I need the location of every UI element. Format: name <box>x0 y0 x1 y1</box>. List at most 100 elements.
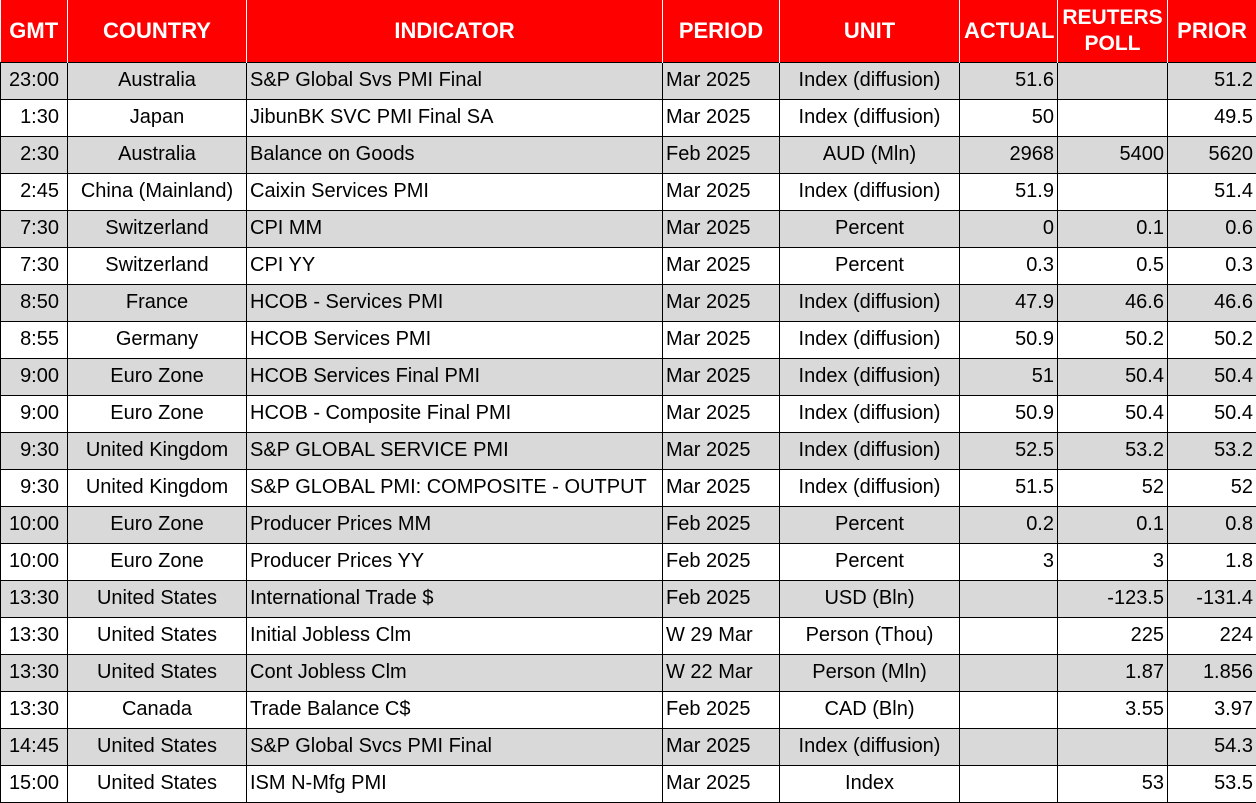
header-prior: PRIOR <box>1168 0 1256 62</box>
cell-indicator: Initial Jobless Clm <box>247 617 663 654</box>
cell-indicator: HCOB - Composite Final PMI <box>247 395 663 432</box>
cell-actual: 52.5 <box>960 432 1058 469</box>
cell-period: Mar 2025 <box>663 284 780 321</box>
cell-actual <box>960 654 1058 691</box>
header-reuters-poll: REUTERS POLL <box>1058 0 1168 62</box>
cell-period: Mar 2025 <box>663 395 780 432</box>
cell-reuters-poll: 1.87 <box>1058 654 1168 691</box>
cell-unit: Index (diffusion) <box>780 432 960 469</box>
cell-country: Australia <box>68 136 247 173</box>
cell-gmt: 7:30 <box>1 247 68 284</box>
cell-country: United States <box>68 617 247 654</box>
cell-reuters-poll: 3.55 <box>1058 691 1168 728</box>
cell-reuters-poll: 5400 <box>1058 136 1168 173</box>
cell-reuters-poll: 0.1 <box>1058 506 1168 543</box>
cell-gmt: 2:30 <box>1 136 68 173</box>
cell-gmt: 13:30 <box>1 617 68 654</box>
cell-prior: 52 <box>1168 469 1256 506</box>
cell-actual: 47.9 <box>960 284 1058 321</box>
cell-actual: 51.5 <box>960 469 1058 506</box>
header-row: GMT COUNTRY INDICATOR PERIOD UNIT ACTUAL… <box>1 0 1256 62</box>
cell-indicator: CPI MM <box>247 210 663 247</box>
cell-country: Euro Zone <box>68 506 247 543</box>
cell-reuters-poll: 53 <box>1058 765 1168 802</box>
cell-period: Mar 2025 <box>663 247 780 284</box>
cell-prior: 50.2 <box>1168 321 1256 358</box>
cell-period: Mar 2025 <box>663 765 780 802</box>
cell-unit: Percent <box>780 506 960 543</box>
cell-indicator: International Trade $ <box>247 580 663 617</box>
cell-actual <box>960 728 1058 765</box>
cell-indicator: S&P Global Svcs PMI Final <box>247 728 663 765</box>
cell-actual: 50 <box>960 99 1058 136</box>
cell-prior: 51.4 <box>1168 173 1256 210</box>
cell-reuters-poll: -123.5 <box>1058 580 1168 617</box>
cell-gmt: 10:00 <box>1 543 68 580</box>
cell-actual: 0.2 <box>960 506 1058 543</box>
cell-gmt: 9:30 <box>1 432 68 469</box>
cell-gmt: 9:00 <box>1 395 68 432</box>
cell-unit: Percent <box>780 247 960 284</box>
cell-country: Switzerland <box>68 210 247 247</box>
cell-indicator: CPI YY <box>247 247 663 284</box>
cell-indicator: ISM N-Mfg PMI <box>247 765 663 802</box>
cell-gmt: 8:55 <box>1 321 68 358</box>
header-actual: ACTUAL <box>960 0 1058 62</box>
cell-unit: Person (Mln) <box>780 654 960 691</box>
cell-prior: 0.6 <box>1168 210 1256 247</box>
cell-reuters-poll: 3 <box>1058 543 1168 580</box>
header-period: PERIOD <box>663 0 780 62</box>
cell-prior: 53.5 <box>1168 765 1256 802</box>
cell-actual <box>960 765 1058 802</box>
cell-period: W 29 Mar <box>663 617 780 654</box>
cell-reuters-poll: 46.6 <box>1058 284 1168 321</box>
cell-unit: Index (diffusion) <box>780 99 960 136</box>
cell-country: Australia <box>68 62 247 99</box>
cell-unit: Percent <box>780 210 960 247</box>
cell-reuters-poll: 50.2 <box>1058 321 1168 358</box>
cell-gmt: 13:30 <box>1 691 68 728</box>
cell-period: Feb 2025 <box>663 506 780 543</box>
cell-actual: 51.6 <box>960 62 1058 99</box>
cell-gmt: 8:50 <box>1 284 68 321</box>
cell-actual: 3 <box>960 543 1058 580</box>
cell-reuters-poll: 52 <box>1058 469 1168 506</box>
cell-reuters-poll: 0.5 <box>1058 247 1168 284</box>
cell-country: Switzerland <box>68 247 247 284</box>
cell-actual: 2968 <box>960 136 1058 173</box>
cell-indicator: Producer Prices MM <box>247 506 663 543</box>
cell-indicator: Caixin Services PMI <box>247 173 663 210</box>
cell-unit: Percent <box>780 543 960 580</box>
cell-period: Feb 2025 <box>663 691 780 728</box>
cell-period: Feb 2025 <box>663 580 780 617</box>
cell-actual: 0.3 <box>960 247 1058 284</box>
cell-country: United States <box>68 728 247 765</box>
cell-actual: 51 <box>960 358 1058 395</box>
cell-gmt: 13:30 <box>1 654 68 691</box>
header-unit: UNIT <box>780 0 960 62</box>
header-reuters-poll-line2: POLL <box>1085 32 1141 55</box>
cell-indicator: S&P GLOBAL SERVICE PMI <box>247 432 663 469</box>
header-gmt: GMT <box>1 0 68 62</box>
cell-country: Euro Zone <box>68 358 247 395</box>
cell-prior: 1.856 <box>1168 654 1256 691</box>
cell-gmt: 14:45 <box>1 728 68 765</box>
cell-prior: 50.4 <box>1168 358 1256 395</box>
cell-actual <box>960 691 1058 728</box>
cell-country: Canada <box>68 691 247 728</box>
cell-country: United States <box>68 765 247 802</box>
cell-actual: 50.9 <box>960 321 1058 358</box>
cell-country: United States <box>68 580 247 617</box>
